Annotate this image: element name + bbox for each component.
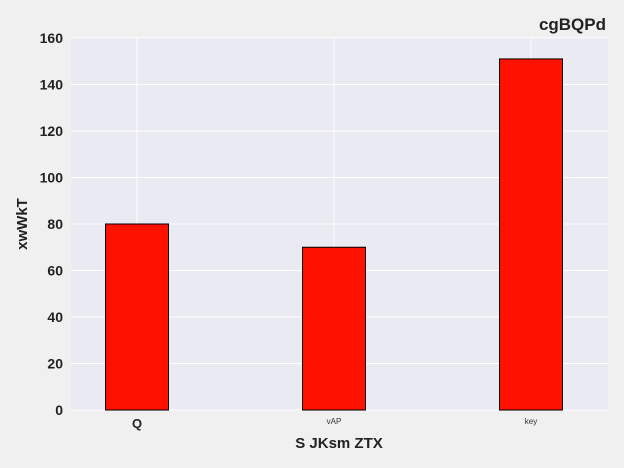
y-tick-label: 20 (47, 356, 63, 372)
bars (105, 58, 563, 411)
y-tick-labels: 0 20 40 60 80 100 120 140 160 (40, 30, 64, 418)
y-tick-label: 0 (55, 402, 63, 418)
y-tick-label: 160 (40, 30, 64, 46)
bar-key (499, 58, 563, 411)
x-axis-label: S JKsm ZTX (295, 435, 383, 452)
y-tick-label: 40 (47, 309, 63, 325)
chart-title: cgBQPd (539, 15, 606, 34)
y-tick-label: 120 (40, 123, 64, 139)
y-axis-label: xwWkT (14, 198, 31, 250)
y-tick-label: 100 (40, 170, 64, 186)
y-tick-label: 80 (47, 216, 63, 232)
x-tick-label: key (525, 417, 537, 426)
bar-Q (105, 223, 169, 411)
bar-vAP (302, 246, 366, 411)
y-tick-label: 140 (40, 77, 64, 93)
y-tick-label: 60 (47, 263, 63, 279)
x-tick-label: vAP (327, 417, 342, 426)
x-tick-label: Q (132, 416, 142, 431)
